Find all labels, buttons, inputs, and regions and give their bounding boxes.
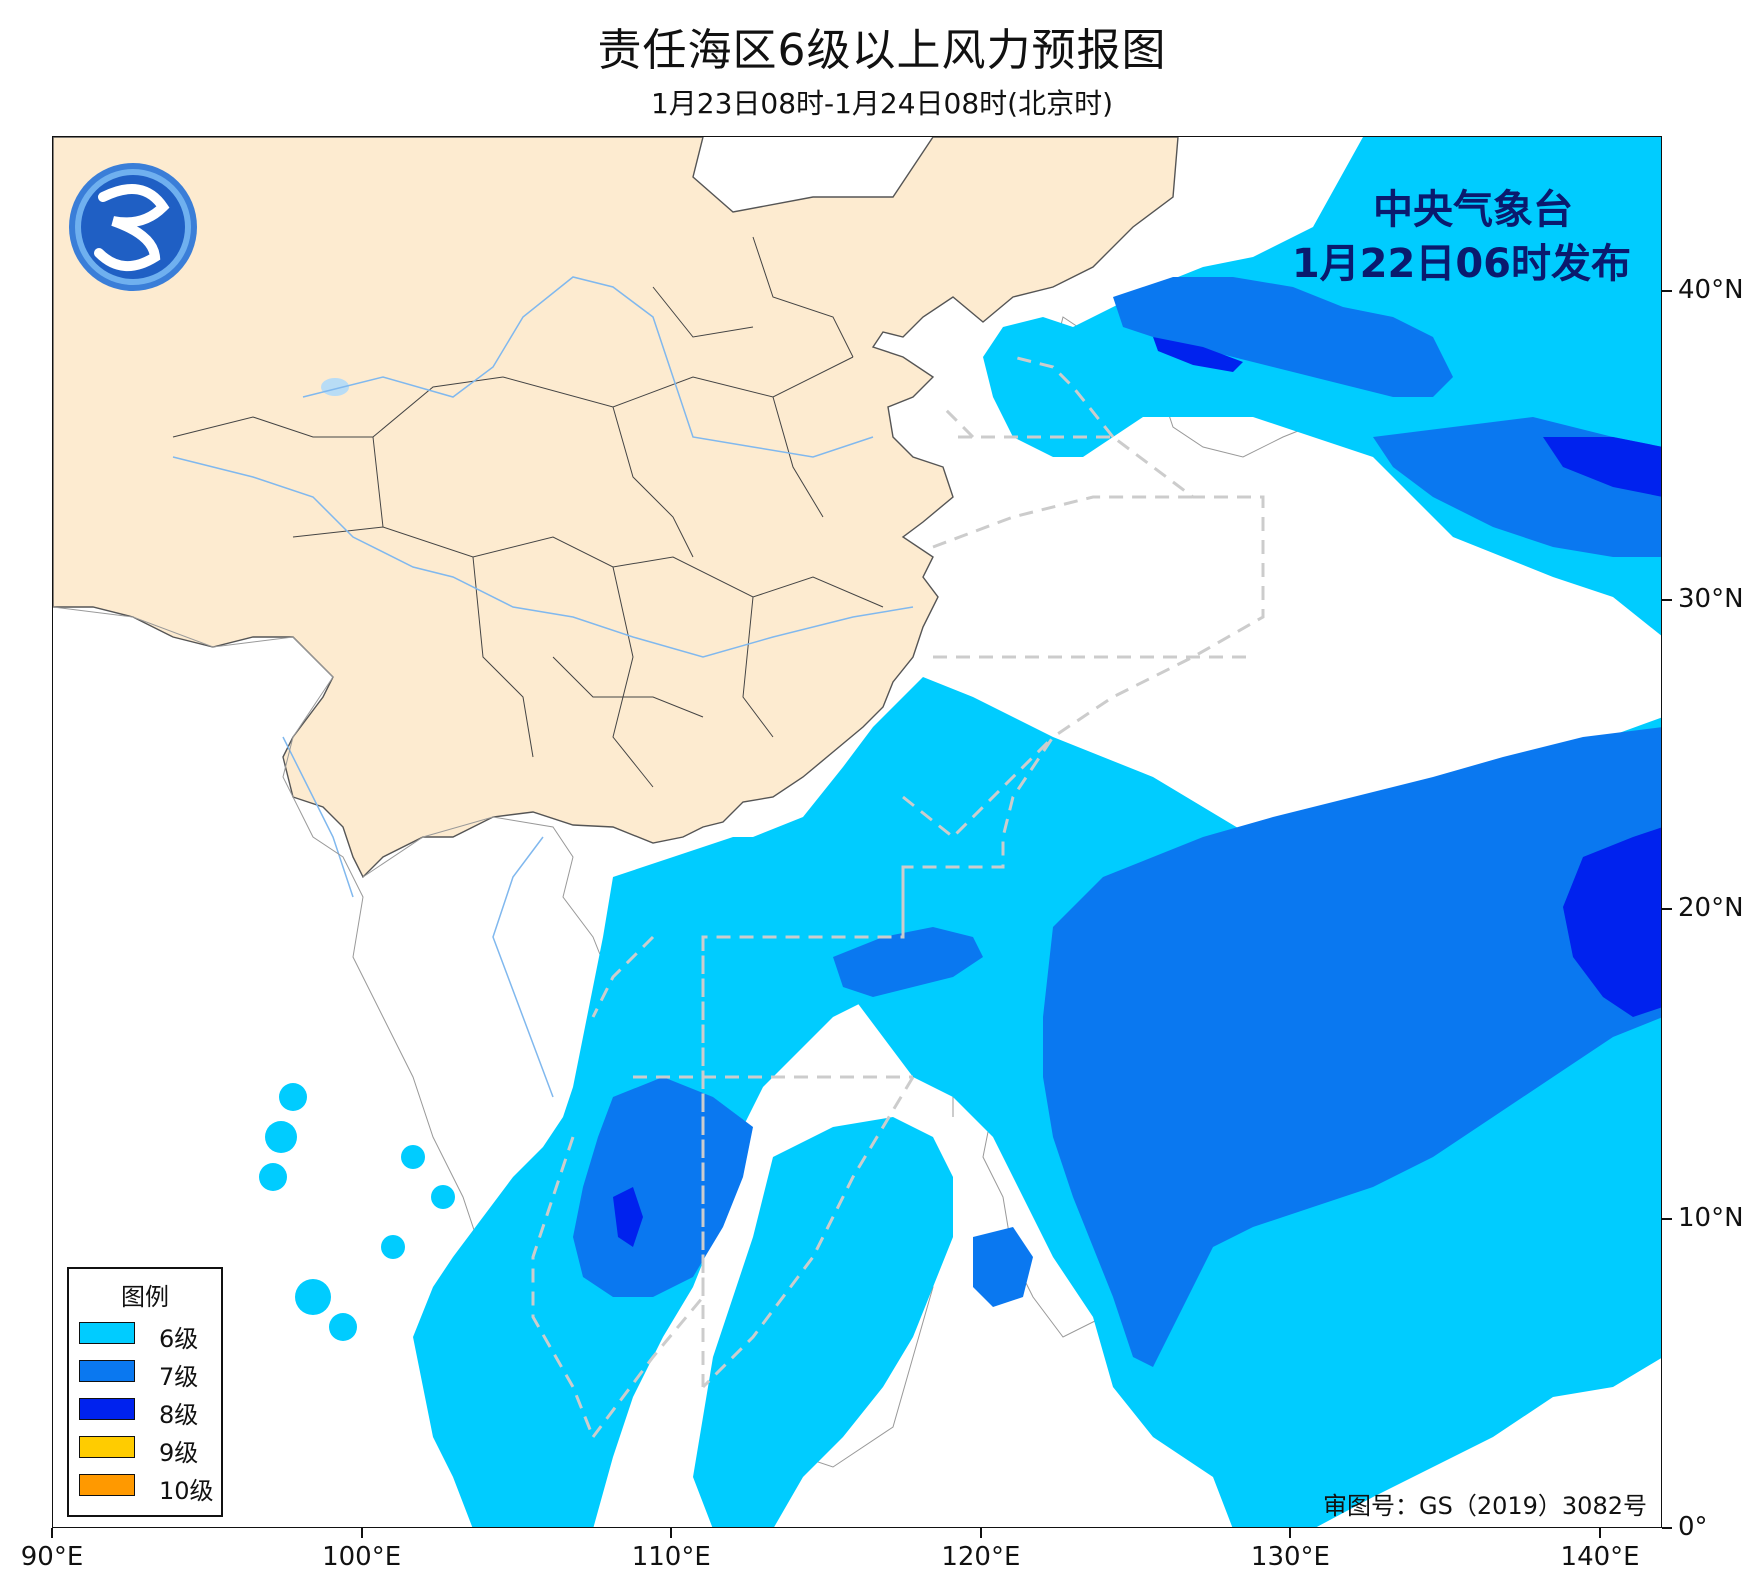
y-tick-mark — [1662, 1217, 1672, 1220]
legend-item-level9: 9级 — [79, 1433, 219, 1467]
map-frame: 中央气象台 1月22日06时发布 审图号：GS（2019）3082号 图例 6级… — [52, 136, 1662, 1528]
legend-swatch — [79, 1398, 135, 1420]
legend-label: 6级 — [159, 1325, 199, 1353]
legend-swatch — [79, 1474, 135, 1496]
x-tick-label: 110°E — [631, 1542, 711, 1572]
x-tick-mark — [1599, 1528, 1602, 1538]
wind-map — [53, 137, 1661, 1527]
legend-item-level6: 6级 — [79, 1319, 219, 1353]
y-tick-mark — [1662, 599, 1672, 601]
publisher-issued-time: 1月22日06时发布 — [1291, 241, 1631, 287]
province-boundaries — [172, 236, 884, 788]
wind-zone-level7 — [573, 277, 1661, 1367]
review-number: 审图号：GS（2019）3082号 — [1323, 1492, 1647, 1520]
y-tick-mark — [1662, 289, 1672, 292]
x-tick-mark — [1289, 1528, 1292, 1538]
legend-label: 8级 — [159, 1401, 199, 1429]
x-tick-label: 120°E — [941, 1542, 1021, 1572]
x-tick-label: 130°E — [1250, 1542, 1330, 1572]
x-tick-label: 90°E — [20, 1542, 84, 1572]
legend-swatch — [79, 1322, 135, 1344]
y-tick-label: 10°N — [1678, 1202, 1744, 1233]
y-tick-label: 0° — [1678, 1512, 1708, 1542]
y-tick-mark — [1662, 1527, 1672, 1529]
cma-logo — [69, 163, 197, 291]
legend-title: 图例 — [121, 1283, 169, 1311]
y-tick-mark — [1662, 908, 1672, 911]
x-tick-mark — [979, 1528, 982, 1538]
legend-swatch — [79, 1360, 135, 1382]
map-title: 责任海区6级以上风力预报图 — [597, 25, 1167, 76]
x-tick-label: 140°E — [1560, 1542, 1640, 1572]
legend-label: 7级 — [159, 1363, 199, 1391]
wind-zone-level8 — [613, 337, 1661, 1247]
legend-item-level7: 7级 — [79, 1357, 219, 1391]
legend-item-level10: 10级 — [79, 1471, 219, 1505]
map-subtitle: 1月23日08时-1月24日08时(北京时) — [650, 87, 1114, 120]
x-tick-mark — [670, 1528, 673, 1538]
legend-item-level8: 8级 — [79, 1395, 219, 1429]
legend-label: 9级 — [159, 1439, 199, 1467]
legend-label: 10级 — [159, 1477, 214, 1505]
publisher-name: 中央气象台 — [1373, 187, 1573, 233]
x-tick-label: 100°E — [322, 1542, 402, 1572]
y-tick-label: 30°N — [1678, 584, 1744, 614]
x-tick-mark — [360, 1528, 363, 1538]
y-tick-label: 20°N — [1678, 893, 1744, 924]
rivers — [172, 276, 914, 1098]
sea-area-boundaries — [531, 355, 1265, 1438]
legend: 图例 6级 7级 8级 9级 10级 — [67, 1267, 223, 1517]
x-tick-mark — [51, 1528, 53, 1538]
legend-swatch — [79, 1436, 135, 1458]
y-tick-label: 40°N — [1678, 274, 1744, 305]
